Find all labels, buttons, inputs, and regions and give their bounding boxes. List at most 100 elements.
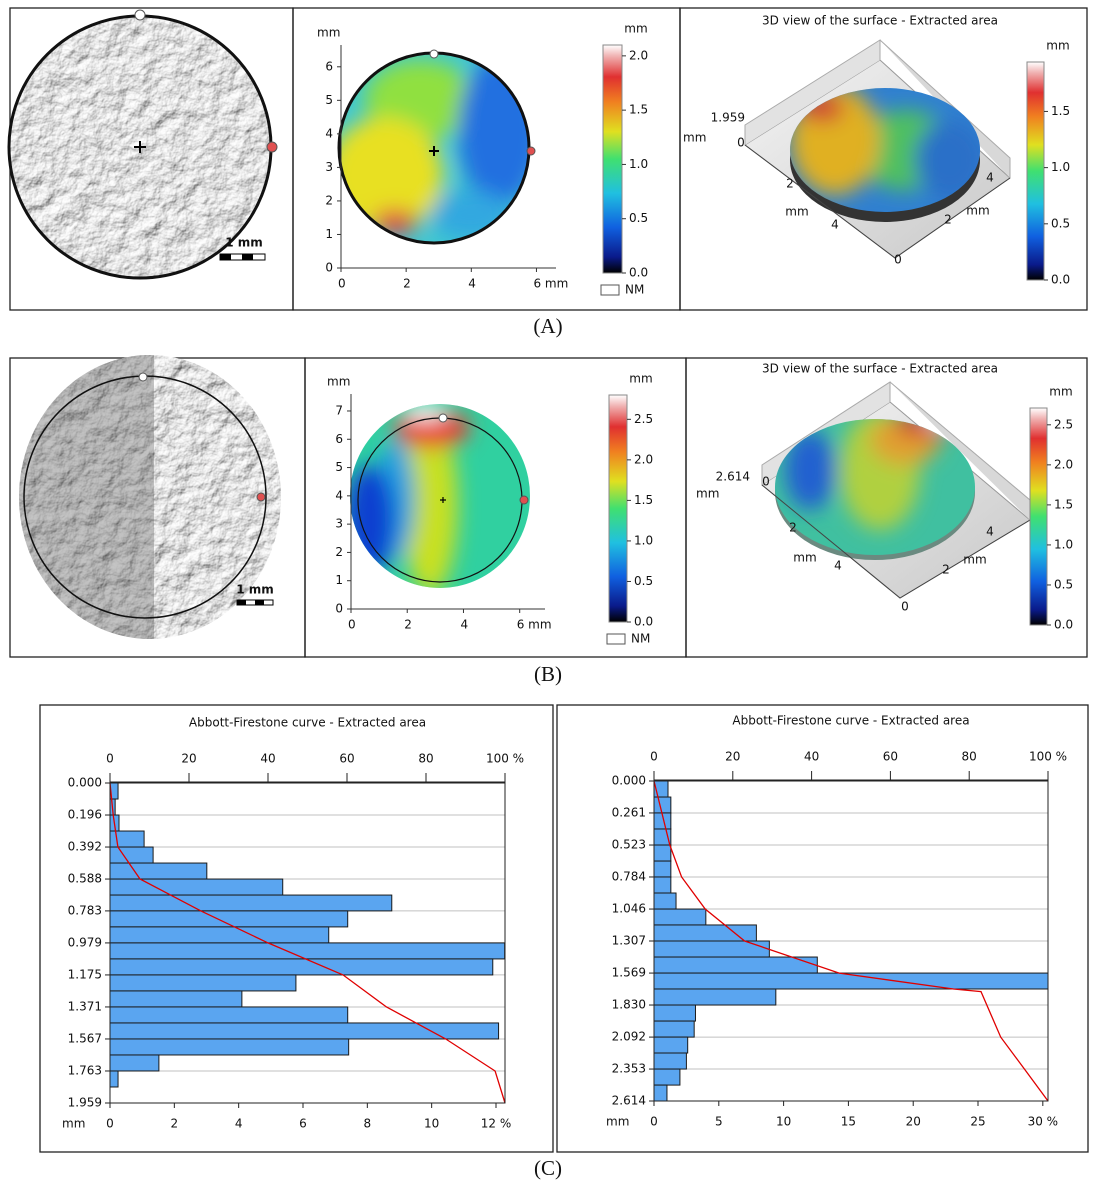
- y-tick-label: 5: [335, 460, 343, 474]
- colorbar-tick-label: 1.5: [629, 103, 648, 117]
- bar: [653, 876, 672, 894]
- panel-label: (B): [534, 662, 562, 686]
- x-tick-label: 0: [106, 1117, 114, 1131]
- y-tick-label: 7: [335, 403, 343, 417]
- bar: [653, 796, 672, 814]
- missing-swatch: [606, 633, 626, 645]
- y-tick-label: 3: [335, 517, 343, 531]
- colorbar-tick-label: 2.5: [1054, 417, 1073, 431]
- colorbar-tick-label: 1.0: [1054, 537, 1073, 551]
- y-axis-unit: mm: [327, 375, 350, 389]
- x-tick-label: 4: [460, 618, 468, 632]
- marker: [429, 49, 439, 59]
- height-map: [350, 404, 530, 588]
- chart-title: Abbott-Firestone curve - Extracted area: [732, 714, 969, 728]
- x-tick-label: 10: [424, 1117, 439, 1131]
- x-tick-label: 12 %: [481, 1117, 512, 1131]
- y-tick-label: 1.307: [612, 934, 646, 948]
- x-tick-label: 10: [776, 1115, 791, 1129]
- axis-label: 4: [986, 171, 994, 185]
- y-tick-label: 0.261: [612, 805, 646, 819]
- center-mark: [429, 146, 439, 156]
- view-title: 3D view of the surface - Extracted area: [762, 362, 998, 376]
- x-tick-label: 0: [338, 277, 346, 291]
- y-tick-label: 2: [325, 193, 333, 207]
- scale-label: 1 mm: [225, 236, 263, 250]
- colorbar-tick-label: 2.0: [629, 48, 648, 62]
- marker: [526, 146, 536, 156]
- panel-frame: [685, 357, 1088, 658]
- x2-tick-label: 100 %: [486, 752, 524, 766]
- axis-label: mm: [963, 553, 986, 567]
- colorbar-tick-label: 1.5: [1051, 104, 1070, 118]
- colorbar-tick-label: 1.0: [1051, 160, 1070, 174]
- colorbar: [1026, 61, 1045, 281]
- y-tick-label: 0.000: [68, 776, 102, 790]
- bar: [653, 844, 672, 862]
- scale-bar: [219, 253, 266, 261]
- bar: [109, 1070, 119, 1088]
- y-tick-label: 1: [325, 227, 333, 241]
- axis-label: mm: [785, 205, 808, 219]
- x-tick-label: 4: [235, 1117, 243, 1131]
- x-tick-label: 5: [715, 1115, 723, 1129]
- marker: [519, 495, 529, 505]
- bar: [109, 958, 494, 976]
- colorbar: [1029, 407, 1048, 626]
- x2-tick-label: 60: [883, 750, 898, 764]
- x2-tick-label: 40: [260, 752, 275, 766]
- colorbar-unit: mm: [629, 372, 652, 386]
- y-tick-label: 6: [335, 432, 343, 446]
- colorbar-unit: mm: [1046, 39, 1069, 53]
- y-tick-label: 0: [325, 261, 333, 275]
- bar: [109, 926, 330, 944]
- colorbar-tick-label: 0.0: [629, 266, 648, 280]
- bar: [653, 1004, 696, 1022]
- bar: [109, 990, 243, 1008]
- axis-label: 4: [831, 218, 839, 232]
- colorbar-tick-label: 0.0: [1054, 618, 1073, 632]
- x-tick-label: 30 %: [1028, 1115, 1059, 1129]
- y-tick-label: 0.000: [612, 774, 646, 788]
- marker: [438, 413, 448, 423]
- colorbar-tick-label: 1.5: [1054, 497, 1073, 511]
- y-axis-unit: mm: [317, 26, 340, 40]
- y-axis-unit: mm: [62, 1117, 85, 1131]
- y-tick-label: 1.371: [68, 999, 102, 1013]
- panel-label: (C): [534, 1156, 562, 1180]
- axis-label: mm: [793, 551, 816, 565]
- x2-tick-label: 80: [418, 752, 433, 766]
- axis-label: 2: [789, 521, 797, 535]
- x2-tick-label: 20: [725, 750, 740, 764]
- axis-label: 2: [786, 177, 794, 191]
- bar: [653, 956, 818, 974]
- x2-tick-label: 40: [804, 750, 819, 764]
- bar: [109, 974, 297, 992]
- bar: [109, 1054, 160, 1072]
- y-tick-label: 0.783: [68, 903, 102, 917]
- y-tick-label: 1.763: [68, 1063, 102, 1077]
- axis-label: 2: [944, 213, 952, 227]
- chart-title: Abbott-Firestone curve - Extracted area: [189, 716, 426, 730]
- y-tick-label: 3: [325, 160, 333, 174]
- axis-label: mm: [966, 204, 989, 218]
- missing-label: NM: [631, 632, 650, 646]
- y-tick-label: 0.979: [68, 935, 102, 949]
- bar: [653, 892, 677, 910]
- y-tick-label: 2.353: [612, 1062, 646, 1076]
- x-tick-label: 0: [348, 618, 356, 632]
- colorbar-tick-label: 0.0: [1051, 273, 1070, 287]
- x2-tick-label: 0: [106, 752, 114, 766]
- bar: [653, 1068, 681, 1086]
- x-tick-label: 6 mm: [533, 277, 568, 291]
- height-unit: mm: [683, 131, 706, 145]
- scale-bar: [236, 599, 274, 606]
- abbott-curve: [653, 780, 1049, 1102]
- x-tick-label: 4: [468, 277, 476, 291]
- y-tick-label: 0.523: [612, 838, 646, 852]
- colorbar-tick-label: 0.5: [629, 211, 648, 225]
- center-mark: [440, 497, 446, 503]
- colorbar-tick-label: 1.0: [634, 533, 653, 547]
- y-tick-label: 2: [335, 545, 343, 559]
- bar: [109, 942, 506, 960]
